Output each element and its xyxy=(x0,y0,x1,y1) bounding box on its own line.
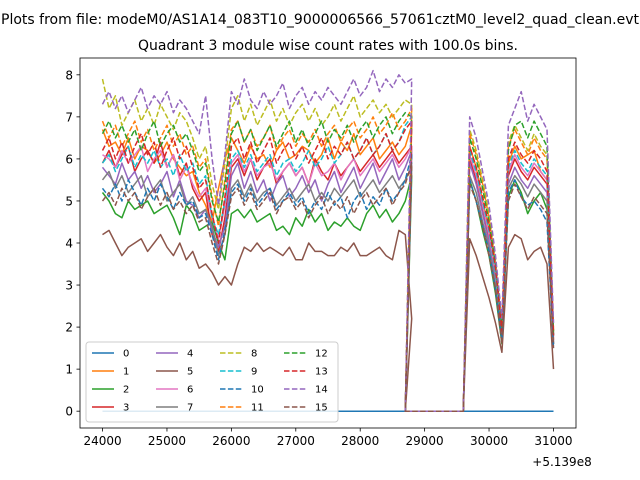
figure-suptitle: Plots from file: modeM0/AS1A14_083T10_90… xyxy=(1,12,639,28)
legend-label-0: 0 xyxy=(123,349,129,360)
legend-box xyxy=(85,341,339,423)
legend-label-6: 6 xyxy=(187,385,193,396)
axes: 24000 25000 26000 27000 28000 29000 30000 31000… xyxy=(65,57,577,448)
series-line-7 xyxy=(101,166,555,412)
legend-label-10: 10 xyxy=(251,385,264,396)
legend-label-2: 2 xyxy=(123,385,129,396)
chart-title: Quadrant 3 module wise count rates with … xyxy=(138,38,518,54)
x-tick-label: 28000 xyxy=(341,434,379,448)
series-line-15 xyxy=(101,162,555,412)
y-tick-label: 8 xyxy=(65,68,73,82)
x-offset-label: +5.139e8 xyxy=(532,455,591,469)
x-tick-label: 27000 xyxy=(277,434,315,448)
legend-label-1: 1 xyxy=(123,367,129,378)
x-tick-label: 24000 xyxy=(83,434,121,448)
x-tick-label: 25000 xyxy=(148,434,186,448)
series-line-9 xyxy=(101,116,555,412)
y-tick-label: 3 xyxy=(65,279,73,293)
x-tick-label: 29000 xyxy=(406,434,444,448)
y-tick-label: 4 xyxy=(65,237,73,251)
x-tick-label: 26000 xyxy=(212,434,250,448)
legend-label-8: 8 xyxy=(251,349,257,360)
series-line-12 xyxy=(101,111,555,412)
x-tick-label: 30000 xyxy=(470,434,508,448)
legend-label-12: 12 xyxy=(315,349,328,360)
y-tick-label: 2 xyxy=(65,321,73,335)
y-tick-label: 6 xyxy=(65,152,73,166)
y-tick-label: 1 xyxy=(65,363,73,377)
legend-label-11: 11 xyxy=(251,403,264,414)
y-tick-label: 5 xyxy=(65,194,73,208)
series-line-11 xyxy=(101,107,555,412)
series-line-13 xyxy=(101,120,555,412)
series-line-14 xyxy=(101,69,555,412)
legend-label-15: 15 xyxy=(315,403,328,414)
legend-label-4: 4 xyxy=(187,349,193,360)
series-lines xyxy=(101,69,555,412)
legend-label-5: 5 xyxy=(187,367,193,378)
series-line-5 xyxy=(102,229,555,412)
legend-label-9: 9 xyxy=(251,367,257,378)
y-tick-label: 7 xyxy=(65,110,73,124)
series-line-8 xyxy=(101,78,555,412)
x-tick-label: 31000 xyxy=(534,434,572,448)
legend-label-14: 14 xyxy=(315,385,328,396)
legend-label-3: 3 xyxy=(123,403,129,414)
legend-label-7: 7 xyxy=(187,403,193,414)
y-tick-label: 0 xyxy=(65,405,73,419)
legend-label-13: 13 xyxy=(315,367,328,378)
